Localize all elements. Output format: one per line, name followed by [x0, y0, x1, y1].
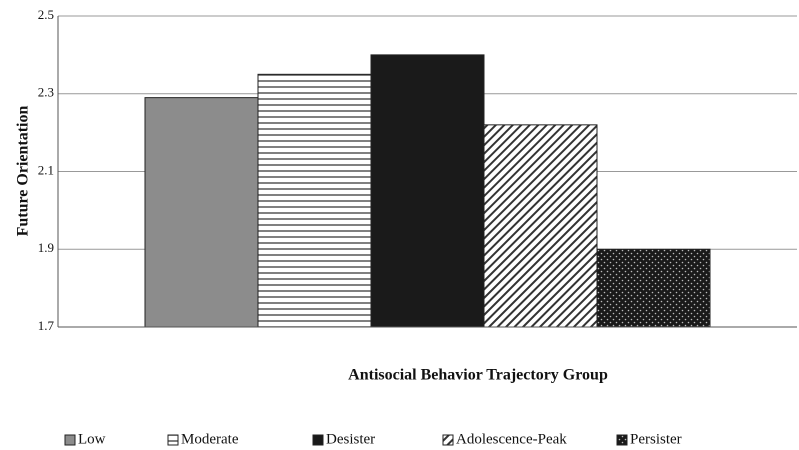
legend-label: Moderate [181, 431, 239, 447]
legend-swatch [616, 434, 628, 446]
legend-swatch [442, 434, 454, 446]
y-tick-label: 2.1 [38, 162, 54, 177]
legend-swatch [312, 434, 324, 446]
bar [144, 97, 259, 328]
y-axis-title: Future Orientation [15, 106, 32, 237]
bar [257, 73, 372, 328]
legend-label: Adolescence-Peak [456, 431, 567, 447]
y-tick-label: 2.5 [38, 7, 54, 22]
x-axis-title: Antisocial Behavior Trajectory Group [348, 367, 608, 384]
bar [483, 124, 598, 328]
y-tick-label: 1.7 [38, 318, 55, 333]
legend-swatch [64, 434, 76, 446]
bar [596, 248, 711, 328]
legend-swatch [167, 434, 179, 446]
legend-label: Desister [326, 431, 375, 447]
legend-label: Low [78, 431, 106, 447]
bar [370, 54, 485, 328]
legend-label: Persister [630, 431, 682, 447]
y-tick-label: 2.3 [38, 85, 54, 100]
y-tick-label: 1.9 [38, 240, 54, 255]
